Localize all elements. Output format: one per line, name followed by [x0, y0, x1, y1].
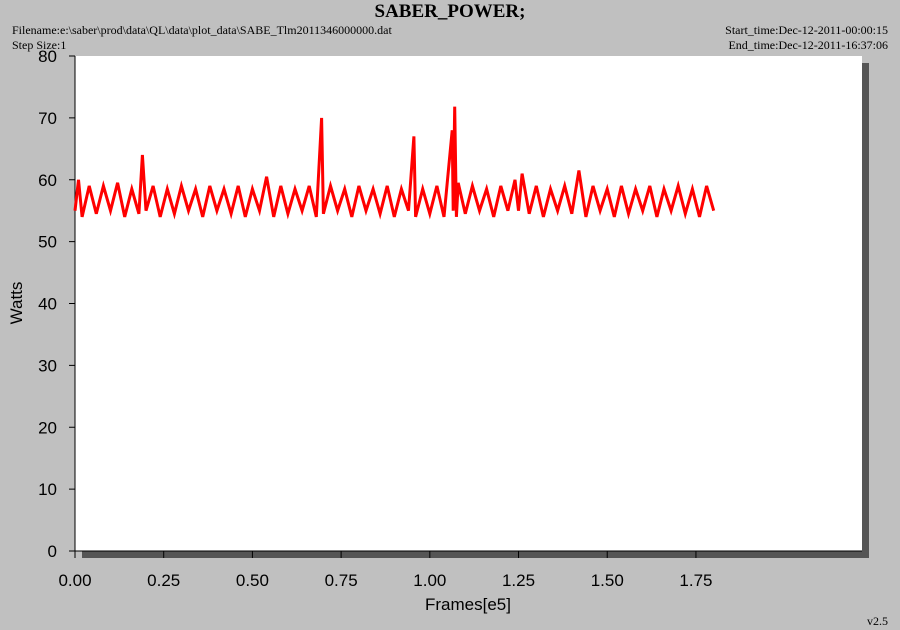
- y-tick-label: 0: [48, 542, 57, 561]
- x-axis-label: Frames[e5]: [425, 595, 511, 614]
- plot-area: [75, 56, 862, 551]
- y-tick-label: 80: [38, 47, 57, 66]
- chart-title: SABER_POWER;: [375, 1, 526, 22]
- x-tick-label: 1.75: [679, 571, 712, 590]
- data-line: [73, 106, 716, 220]
- y-tick-label: 50: [38, 233, 57, 252]
- x-tick-label: 0.75: [325, 571, 358, 590]
- start-time: Start_time:Dec-12-2011-00:00:15: [725, 23, 888, 37]
- y-tick-label: 40: [38, 295, 57, 314]
- x-tick-label: 1.50: [591, 571, 624, 590]
- x-tick-label: 0.00: [58, 571, 91, 590]
- y-tick-label: 30: [38, 356, 57, 375]
- step-size: Step Size:1: [12, 38, 66, 52]
- y-tick-label: 10: [38, 480, 57, 499]
- y-tick-label: 20: [38, 418, 57, 437]
- x-tick-label: 1.25: [502, 571, 535, 590]
- x-tick-label: 1.00: [413, 571, 446, 590]
- y-axis-label: Watts: [7, 282, 26, 325]
- version: v2.5: [867, 614, 888, 628]
- y-tick-label: 60: [38, 171, 57, 190]
- y-tick-label: 70: [38, 109, 57, 128]
- filename: Filename:e:\saber\prod\data\QL\data\plot…: [12, 23, 392, 37]
- x-tick-label: 0.25: [147, 571, 180, 590]
- end-time: End_time:Dec-12-2011-16:37:06: [728, 38, 888, 52]
- x-tick-label: 0.50: [236, 571, 269, 590]
